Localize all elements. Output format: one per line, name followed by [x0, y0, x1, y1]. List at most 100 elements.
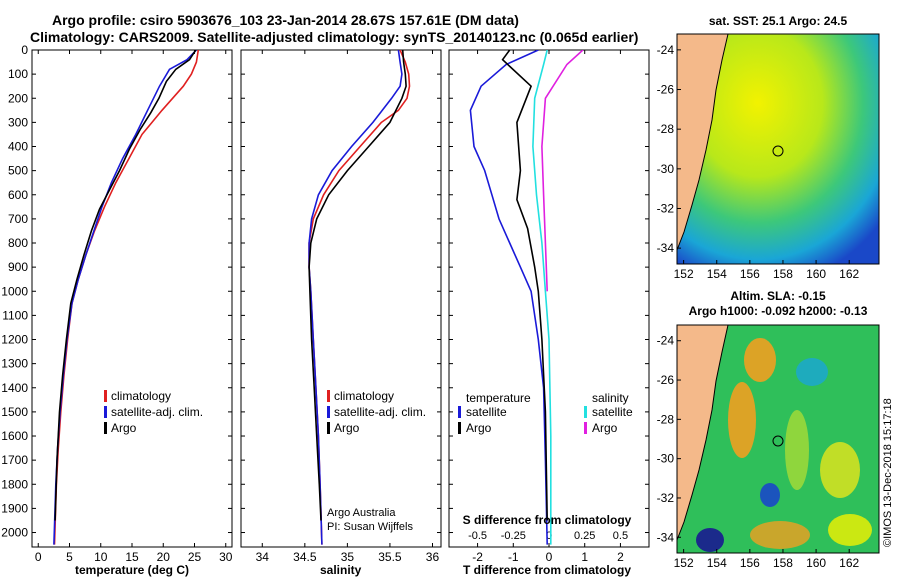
argo-line [308, 50, 407, 521]
map-y-tick-label: -34 [657, 241, 675, 255]
s-difference-tick-label: 0.5 [613, 530, 628, 542]
x-tick-label: 5 [66, 550, 73, 564]
legend-swatch-climatology [327, 390, 330, 402]
map-x-tick-label: 152 [674, 267, 694, 281]
credit-argo-australia: Argo Australia [327, 507, 396, 519]
difference-plot-frame [448, 49, 650, 548]
sla-map-axes: 152 154 156 158 160 162 -24 -26 -28 -30 -32 -34 [657, 334, 860, 570]
legend-t-argo: Argo [466, 421, 492, 435]
s-difference-xlabel: S difference from climatology [463, 513, 632, 527]
temperature-x-axis: 0 5 10 15 20 25 30 [35, 50, 233, 564]
legend-salinity-header: salinity [592, 391, 629, 405]
map-x-tick-label: 162 [839, 267, 859, 281]
salinity-satellite-line [532, 50, 552, 545]
sst-map [677, 34, 879, 264]
depth-tick-label: 1500 [1, 405, 28, 419]
temperature-argo-line [501, 50, 548, 521]
map-x-tick-label: 162 [839, 556, 859, 570]
credit-pi: PI: Susan Wijffels [327, 521, 413, 533]
s-difference-x-axis: -0.5 -0.25 0 0.25 0.5 [468, 530, 628, 542]
salinity-xlabel: salinity [320, 563, 362, 577]
salinity-plot-frame [240, 49, 442, 548]
map-y-tick-label: -32 [657, 491, 675, 505]
legend-swatch-satellite [104, 406, 107, 418]
x-tick-label: 34.5 [293, 550, 317, 564]
depth-tick-label: 1100 [2, 308, 28, 322]
map-y-tick-label: -26 [657, 83, 675, 97]
legend-temperature-header: temperature [466, 391, 531, 405]
depth-tick-label: 1200 [1, 333, 28, 347]
depth-tick-label: 100 [8, 67, 28, 81]
map-y-tick-label: -30 [657, 452, 675, 466]
depth-tick-label: 2000 [1, 526, 28, 540]
s-difference-tick-label: -0.5 [468, 530, 487, 542]
map-x-tick-label: 154 [707, 556, 727, 570]
difference-legend: temperature satellite Argo salinity sate… [458, 391, 633, 435]
legend-climatology: climatology [111, 389, 171, 403]
s-difference-tick-label: 0 [546, 530, 552, 542]
x-tick-label: 35 [341, 550, 355, 564]
depth-tick-label: 1900 [1, 501, 28, 515]
map-y-tick-label: -28 [657, 122, 675, 136]
map-y-tick-label: -30 [657, 162, 675, 176]
temperature-satellite-line [469, 50, 548, 545]
x-tick-label: -2 [472, 550, 483, 564]
depth-tick-label: 1000 [1, 284, 28, 298]
map-x-tick-label: 156 [740, 556, 760, 570]
salinity-argo-line [541, 50, 584, 292]
sla-map [677, 325, 879, 553]
temperature-xlabel: temperature (deg C) [75, 563, 189, 577]
legend-argo: Argo [111, 421, 137, 435]
map-x-tick-label: 158 [773, 267, 793, 281]
x-tick-label: 0 [546, 550, 553, 564]
legend-swatch-t-argo [458, 422, 461, 434]
map-x-tick-label: 160 [806, 267, 826, 281]
t-difference-x-axis: -2 -1 0 1 2 [472, 50, 624, 564]
depth-tick-label: 900 [8, 260, 28, 274]
depth-tick-label: 400 [8, 140, 28, 154]
sst-map-title: sat. SST: 25.1 Argo: 24.5 [709, 14, 848, 28]
map-y-tick-label: -28 [657, 412, 675, 426]
satellite-adj-clim--line [53, 50, 197, 545]
legend-swatch-t-satellite [458, 406, 461, 418]
depth-tick-label: 600 [8, 188, 28, 202]
map-x-tick-label: 156 [740, 267, 760, 281]
legend-satellite: satellite-adj. clim. [111, 405, 203, 419]
legend-s-argo: Argo [592, 421, 618, 435]
salinity-series [308, 50, 411, 545]
temperature-series [53, 50, 200, 545]
x-tick-label: -1 [508, 550, 519, 564]
temperature-legend: climatology satellite-adj. clim. Argo [104, 389, 203, 435]
x-tick-label: 10 [94, 550, 108, 564]
difference-series [469, 50, 584, 545]
imos-credit: ©IMOS 13-Dec-2018 15:17:18 [882, 398, 894, 547]
argo-line [54, 50, 197, 521]
salinity-legend: climatology satellite-adj. clim. Argo [327, 389, 426, 435]
sla-profile-location-marker [772, 435, 784, 447]
legend-swatch-argo [104, 422, 107, 434]
depth-tick-label: 300 [8, 115, 28, 129]
legend-climatology: climatology [334, 389, 394, 403]
map-y-tick-label: -34 [657, 530, 675, 544]
map-y-tick-label: -24 [657, 43, 675, 57]
x-tick-label: 34 [256, 550, 270, 564]
x-tick-label: 36 [426, 550, 440, 564]
depth-tick-label: 500 [8, 164, 28, 178]
satellite-adj-clim--line [308, 50, 403, 545]
figure-title-line2: Climatology: CARS2009. Satellite-adjuste… [30, 29, 638, 45]
legend-swatch-s-satellite [584, 406, 587, 418]
sst-map-frame [676, 33, 880, 265]
legend-satellite: satellite-adj. clim. [334, 405, 426, 419]
australia-coastline [677, 34, 729, 251]
depth-tick-label: 1600 [1, 429, 28, 443]
depth-tick-label: 1800 [1, 477, 28, 491]
climatology-line [308, 50, 411, 545]
map-y-tick-label: -26 [657, 373, 675, 387]
temperature-plot-frame [31, 49, 233, 548]
depth-tick-label: 0 [21, 43, 28, 57]
x-tick-label: 2 [617, 550, 624, 564]
depth-tick-label: 800 [8, 236, 28, 250]
x-tick-label: 35.5 [378, 550, 402, 564]
sst-profile-location-marker [772, 145, 784, 157]
map-x-tick-label: 158 [773, 556, 793, 570]
